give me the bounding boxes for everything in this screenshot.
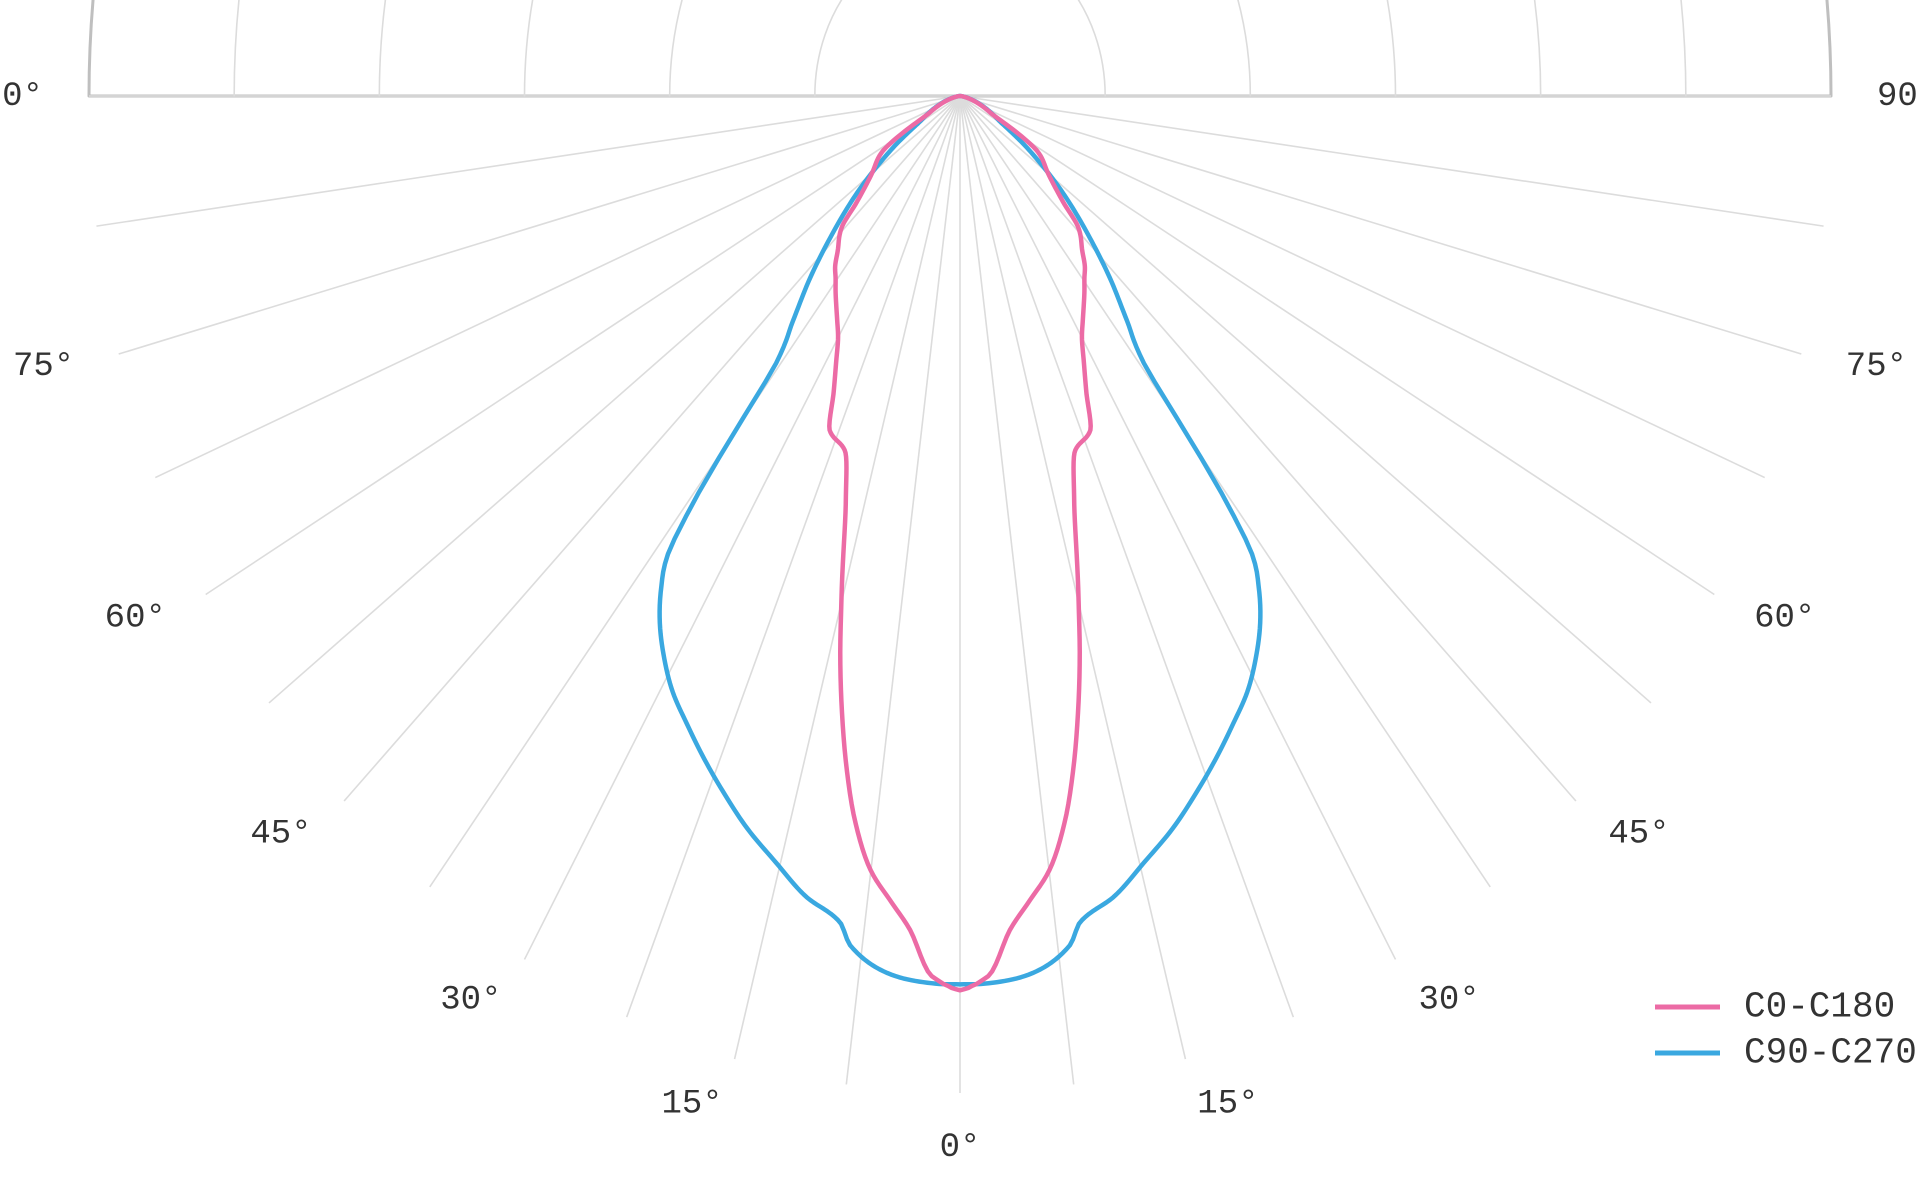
svg-text:C0-C180: C0-C180 [1744,987,1895,1028]
svg-text:45°: 45° [250,815,311,853]
svg-text:0°: 0° [940,1129,981,1167]
svg-text:30°: 30° [1419,981,1480,1019]
svg-text:45°: 45° [1608,815,1669,853]
svg-text:75°: 75° [13,348,74,386]
svg-text:75°: 75° [1846,348,1907,386]
svg-text:30°: 30° [440,981,501,1019]
svg-text:90°: 90° [1877,78,1920,116]
svg-text:60°: 60° [105,599,166,637]
svg-text:C90-C270: C90-C270 [1744,1033,1917,1074]
svg-text:15°: 15° [661,1085,722,1123]
svg-text:90°: 90° [0,78,43,116]
svg-text:15°: 15° [1197,1085,1258,1123]
svg-text:60°: 60° [1754,599,1815,637]
